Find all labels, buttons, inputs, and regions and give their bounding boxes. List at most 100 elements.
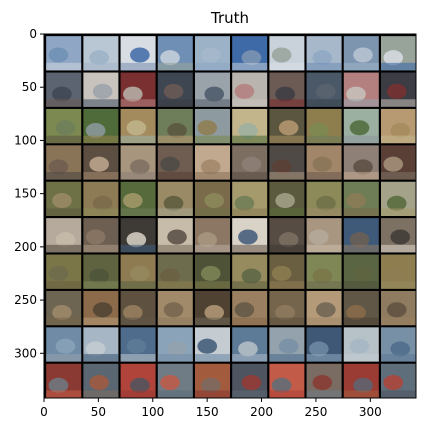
- thumbnail-cat: [269, 145, 305, 180]
- thumbnail-ship: [46, 327, 82, 362]
- thumbnail-horse: [157, 290, 193, 326]
- thumbnail-automobile: [157, 72, 193, 107]
- thumbnail-truck: [46, 363, 82, 398]
- thumbnail-cat: [343, 145, 379, 180]
- thumbnail-bird: [157, 108, 193, 144]
- thumbnail-cat: [46, 145, 82, 180]
- thumbnail-truck: [380, 363, 416, 398]
- thumbnail-automobile: [194, 72, 230, 107]
- thumbnail-automobile: [120, 72, 156, 107]
- thumbnail-deer: [306, 181, 342, 216]
- axes-frame: [43, 33, 417, 399]
- thumbnail-deer: [46, 181, 82, 216]
- thumbnail-deer: [83, 181, 119, 216]
- thumbnail-truck: [83, 363, 119, 398]
- thumbnail-automobile: [306, 72, 342, 107]
- thumbnail-horse: [380, 290, 416, 326]
- thumbnail-ship: [232, 327, 268, 362]
- thumbnail-dog: [380, 218, 416, 253]
- thumbnail-ship: [194, 327, 230, 362]
- thumbnail-airplane: [157, 36, 193, 71]
- thumbnail-ship: [157, 327, 193, 362]
- thumbnail-horse: [83, 290, 119, 326]
- thumbnail-airplane: [46, 36, 82, 71]
- thumbnail-cat: [194, 145, 230, 180]
- x-tick-label: 150: [196, 405, 219, 419]
- thumbnail-frog: [46, 254, 82, 289]
- y-tick-label: 200: [14, 240, 37, 254]
- thumbnail-horse: [46, 290, 82, 326]
- thumbnail-horse: [232, 290, 268, 326]
- y-tick-label: 150: [14, 187, 37, 201]
- thumbnail-deer: [157, 181, 193, 216]
- thumbnail-automobile: [343, 72, 379, 107]
- thumbnail-deer: [343, 181, 379, 216]
- thumbnail-automobile: [269, 72, 305, 107]
- thumbnail-airplane: [380, 36, 416, 71]
- thumbnail-horse: [306, 290, 342, 326]
- thumbnail-bird: [83, 108, 119, 144]
- thumbnail-cat: [120, 145, 156, 180]
- thumbnail-bird: [380, 108, 416, 144]
- thumbnail-horse: [343, 290, 379, 326]
- thumbnail-dog: [194, 218, 230, 253]
- x-tick-label: 100: [141, 405, 164, 419]
- x-tick-label: 250: [304, 405, 327, 419]
- y-tick-label: 50: [22, 80, 37, 94]
- thumbnail-dog: [83, 218, 119, 253]
- thumbnail-dog: [120, 218, 156, 253]
- thumbnail-horse: [120, 290, 156, 326]
- thumbnail-airplane: [343, 36, 379, 71]
- thumbnail-cat: [157, 145, 193, 180]
- thumbnail-automobile: [83, 72, 119, 107]
- thumbnail-deer: [269, 181, 305, 216]
- thumbnail-frog: [380, 254, 416, 289]
- thumbnail-airplane: [83, 36, 119, 71]
- thumbnail-deer: [232, 181, 268, 216]
- thumbnail-airplane: [269, 36, 305, 71]
- thumbnail-ship: [83, 327, 119, 362]
- thumbnail-frog: [157, 254, 193, 289]
- thumbnail-bird: [120, 108, 156, 144]
- x-axis-ticks: 0 50 100 150 200 250 300: [40, 398, 382, 419]
- thumbnail-bird: [46, 108, 82, 144]
- thumbnail-bird: [269, 108, 305, 144]
- thumbnail-dog: [306, 218, 342, 253]
- plot-title: Truth: [210, 9, 249, 27]
- thumbnail-truck: [343, 363, 379, 398]
- thumbnail-dog: [232, 218, 268, 253]
- thumbnail-ship: [343, 327, 379, 362]
- thumbnail-automobile: [46, 72, 82, 107]
- thumbnail-horse: [269, 290, 305, 326]
- thumbnail-airplane: [194, 36, 230, 71]
- thumbnail-dog: [157, 218, 193, 253]
- y-axis-ticks: 0 50 100 150 200 250 300: [14, 27, 44, 360]
- thumbnail-automobile: [380, 72, 416, 107]
- thumbnail-truck: [194, 363, 230, 398]
- thumbnail-automobile: [232, 72, 268, 107]
- y-tick-label: 100: [14, 133, 37, 147]
- thumbnail-truck: [232, 363, 268, 398]
- x-tick-label: 0: [40, 405, 48, 419]
- thumbnail-frog: [120, 254, 156, 289]
- thumbnail-deer: [194, 181, 230, 216]
- thumbnail-airplane: [120, 36, 156, 71]
- thumbnail-frog: [83, 254, 119, 289]
- thumbnail-horse: [194, 290, 230, 326]
- thumbnail-deer: [380, 181, 416, 216]
- thumbnail-cat: [380, 145, 416, 180]
- thumbnail-frog: [232, 254, 268, 289]
- x-tick-label: 300: [359, 405, 382, 419]
- thumbnail-frog: [343, 254, 379, 289]
- thumbnail-ship: [269, 327, 305, 362]
- thumbnail-bird: [343, 108, 379, 144]
- thumbnail-ship: [380, 327, 416, 362]
- thumbnail-truck: [120, 363, 156, 398]
- thumbnail-airplane: [306, 36, 342, 71]
- y-tick-label: 0: [29, 27, 37, 41]
- thumbnail-bird: [306, 108, 342, 144]
- thumbnail-dog: [269, 218, 305, 253]
- thumbnail-dog: [46, 218, 82, 253]
- thumbnail-bird: [232, 108, 268, 144]
